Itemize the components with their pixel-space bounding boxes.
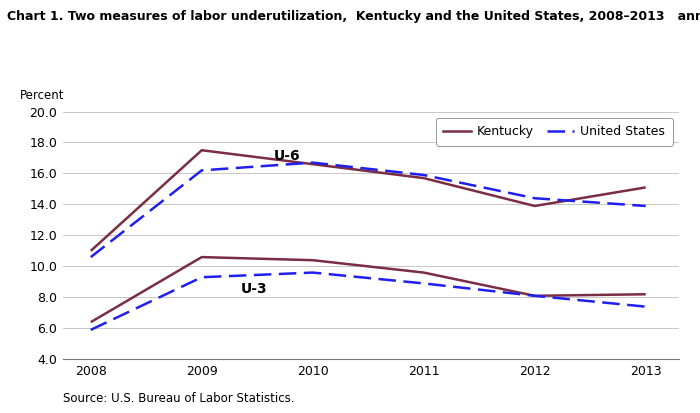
Legend: Kentucky, United States: Kentucky, United States — [436, 118, 673, 146]
Text: Percent: Percent — [20, 89, 64, 102]
Text: U-6: U-6 — [274, 149, 300, 163]
Text: U-3: U-3 — [241, 282, 267, 296]
Text: Chart 1. Two measures of labor underutilization,  Kentucky and the United States: Chart 1. Two measures of labor underutil… — [7, 10, 700, 23]
Text: Source: U.S. Bureau of Labor Statistics.: Source: U.S. Bureau of Labor Statistics. — [63, 392, 295, 405]
